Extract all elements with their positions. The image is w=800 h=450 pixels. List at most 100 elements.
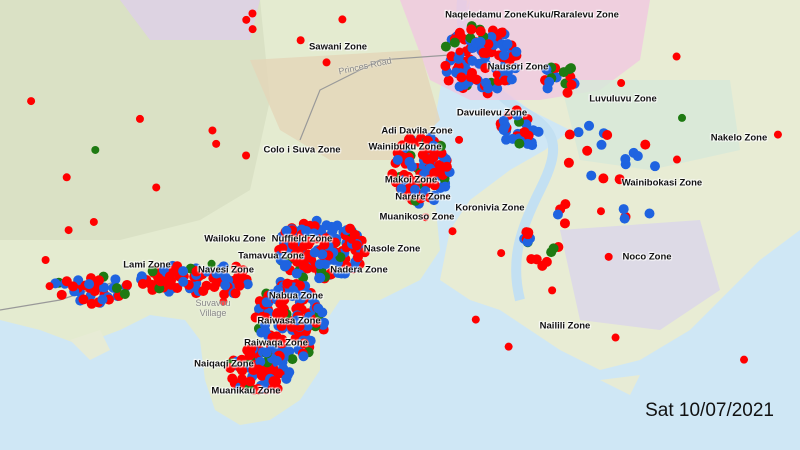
case-marker	[56, 289, 67, 300]
case-marker	[242, 279, 253, 290]
case-marker	[502, 39, 513, 50]
case-marker	[220, 280, 231, 291]
case-marker	[403, 171, 414, 182]
case-marker	[252, 383, 263, 394]
case-marker	[301, 225, 312, 236]
case-marker	[347, 235, 356, 244]
case-marker	[208, 126, 217, 135]
case-marker	[97, 294, 108, 305]
case-marker	[301, 315, 312, 326]
case-marker	[351, 240, 362, 251]
case-marker	[392, 154, 403, 165]
case-marker	[514, 138, 525, 149]
case-marker	[619, 213, 630, 224]
case-marker	[281, 225, 292, 236]
case-marker	[68, 281, 79, 292]
case-marker	[230, 288, 241, 299]
case-marker	[242, 151, 251, 160]
case-marker	[328, 223, 339, 234]
case-marker	[291, 268, 302, 279]
case-marker	[84, 279, 95, 290]
case-marker	[396, 183, 407, 194]
case-marker	[345, 223, 356, 234]
case-marker	[544, 76, 555, 87]
zone-label: Muanikoso Zone	[379, 211, 455, 223]
case-marker	[212, 139, 221, 148]
zone-label: Luvuluvu Zone	[589, 93, 657, 105]
case-marker	[341, 260, 352, 271]
case-marker	[269, 332, 280, 343]
case-marker	[564, 129, 575, 140]
case-marker	[295, 293, 306, 304]
case-marker	[178, 276, 189, 287]
case-marker	[255, 356, 266, 367]
case-marker	[319, 317, 330, 328]
case-markers	[27, 9, 782, 395]
case-marker	[455, 135, 464, 144]
case-marker	[152, 183, 161, 192]
zone-label: Lami Zone	[123, 259, 171, 271]
case-marker	[309, 247, 320, 258]
case-marker	[466, 24, 477, 35]
case-marker	[279, 294, 290, 305]
zone-label: Naqeledamu Zone	[445, 9, 527, 21]
case-marker	[397, 140, 408, 151]
case-marker	[41, 255, 50, 264]
zone-label: Noco Zone	[622, 251, 672, 263]
case-marker	[309, 221, 320, 232]
case-marker	[198, 285, 209, 296]
case-marker	[191, 266, 202, 277]
case-marker	[422, 154, 433, 165]
case-marker	[563, 157, 574, 168]
case-marker	[548, 286, 557, 295]
case-marker	[164, 271, 175, 282]
case-marker	[548, 243, 559, 254]
case-marker	[261, 347, 272, 358]
case-marker	[317, 249, 328, 260]
case-marker	[617, 79, 626, 88]
case-marker	[773, 130, 782, 139]
case-marker	[135, 114, 144, 123]
case-marker	[99, 282, 110, 293]
case-marker	[260, 312, 271, 323]
case-marker	[272, 355, 283, 366]
case-marker	[319, 239, 330, 250]
case-marker	[421, 213, 430, 222]
case-marker	[292, 315, 303, 326]
case-marker	[456, 72, 467, 83]
case-marker	[582, 145, 593, 156]
case-marker	[207, 259, 216, 268]
case-marker	[443, 75, 454, 86]
case-marker	[672, 155, 681, 164]
case-marker	[510, 63, 521, 74]
case-marker	[512, 110, 523, 121]
case-marker	[349, 262, 360, 273]
case-marker	[219, 297, 228, 306]
zone-label: Kuku/Raralevu Zone	[527, 9, 619, 21]
case-marker	[227, 373, 238, 384]
case-marker	[740, 355, 749, 364]
zone-label: Colo i Suva Zone	[263, 144, 341, 156]
case-marker	[559, 218, 570, 229]
zone-label: Wainibokasi Zone	[621, 177, 703, 189]
case-marker	[336, 268, 347, 279]
case-marker	[562, 87, 573, 98]
case-marker	[499, 50, 510, 61]
case-marker	[475, 36, 486, 47]
case-marker	[434, 159, 445, 170]
case-marker	[522, 138, 533, 149]
case-marker	[644, 208, 655, 219]
case-marker	[225, 363, 236, 374]
case-marker	[272, 383, 283, 394]
case-marker	[504, 342, 513, 351]
zone-label: Nabua Zone	[268, 290, 324, 302]
case-marker	[314, 259, 325, 270]
case-marker	[248, 25, 257, 34]
case-marker	[78, 294, 89, 305]
date-label: Sat 10/07/2021	[645, 400, 774, 421]
case-marker	[304, 236, 315, 247]
case-marker	[604, 252, 613, 261]
zone-label: Nausori Zone	[487, 61, 549, 73]
case-marker	[261, 297, 272, 308]
